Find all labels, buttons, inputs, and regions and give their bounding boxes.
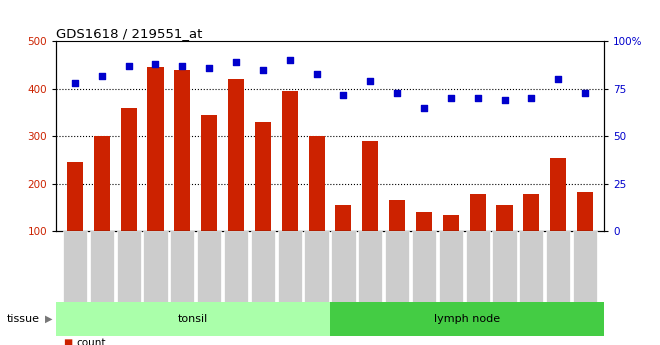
Bar — [389, 200, 405, 231]
Bar — [121, 108, 137, 231]
Bar — [251, 231, 275, 302]
Bar — [308, 136, 325, 231]
Bar — [496, 205, 513, 231]
Bar — [358, 231, 382, 302]
Point — [284, 58, 295, 63]
Bar — [573, 231, 597, 302]
Text: count: count — [76, 338, 106, 345]
Point — [365, 79, 376, 84]
Bar — [170, 231, 195, 302]
Point — [257, 67, 268, 73]
Bar — [465, 231, 490, 302]
Bar — [255, 122, 271, 231]
Bar — [470, 194, 486, 231]
Bar — [385, 231, 409, 302]
Bar — [519, 231, 543, 302]
Point — [473, 96, 483, 101]
Bar — [147, 68, 164, 231]
Bar — [335, 205, 352, 231]
Bar — [56, 302, 330, 336]
Bar — [63, 231, 87, 302]
Text: ▶: ▶ — [45, 314, 52, 324]
Bar — [439, 231, 463, 302]
Bar — [228, 79, 244, 231]
Text: tonsil: tonsil — [178, 314, 208, 324]
Point — [418, 105, 429, 110]
Bar — [174, 70, 190, 231]
Point — [580, 90, 591, 95]
Text: tissue: tissue — [7, 314, 40, 324]
Point — [177, 63, 187, 69]
Bar — [443, 215, 459, 231]
Bar — [90, 231, 114, 302]
Bar — [362, 141, 378, 231]
Bar — [546, 231, 570, 302]
Bar — [412, 231, 436, 302]
Bar — [197, 231, 221, 302]
Point — [204, 65, 214, 71]
Point — [150, 61, 161, 67]
Bar — [224, 231, 248, 302]
Point — [338, 92, 348, 97]
Point — [231, 59, 242, 65]
Bar — [117, 231, 141, 302]
Point — [123, 63, 134, 69]
Point — [499, 97, 510, 103]
Point — [96, 73, 107, 78]
Bar — [550, 158, 566, 231]
Bar — [278, 231, 302, 302]
Text: ■: ■ — [63, 338, 72, 345]
Point — [553, 77, 564, 82]
Point — [392, 90, 403, 95]
Text: lymph node: lymph node — [434, 314, 500, 324]
Bar — [282, 91, 298, 231]
Point — [312, 71, 322, 76]
Text: GDS1618 / 219551_at: GDS1618 / 219551_at — [56, 27, 203, 40]
Bar — [94, 136, 110, 231]
Bar — [331, 231, 356, 302]
Point — [446, 96, 456, 101]
Bar — [330, 302, 604, 336]
Bar — [416, 212, 432, 231]
Bar — [492, 231, 517, 302]
Bar — [143, 231, 168, 302]
Bar — [577, 192, 593, 231]
Bar — [67, 162, 83, 231]
Point — [526, 96, 537, 101]
Bar — [523, 194, 539, 231]
Point — [69, 80, 80, 86]
Bar — [201, 115, 217, 231]
Bar — [304, 231, 329, 302]
